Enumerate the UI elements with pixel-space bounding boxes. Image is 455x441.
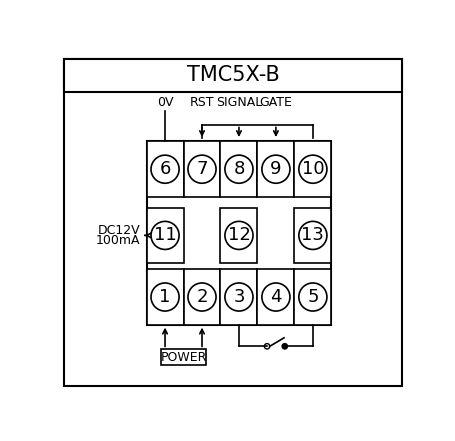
Circle shape (151, 283, 179, 311)
Bar (183, 142, 221, 197)
Bar (221, 269, 258, 325)
Bar (294, 269, 331, 325)
Bar (147, 269, 183, 325)
Text: RST: RST (190, 96, 214, 109)
Text: 3: 3 (233, 288, 245, 306)
Bar (147, 208, 183, 263)
Text: 2: 2 (196, 288, 208, 306)
Text: DC12V: DC12V (98, 224, 141, 236)
Bar (258, 269, 294, 325)
Circle shape (262, 283, 290, 311)
Circle shape (151, 155, 179, 183)
Circle shape (225, 221, 253, 250)
Circle shape (299, 155, 327, 183)
Bar (64, 59, 402, 92)
Bar (221, 208, 258, 263)
Text: 0V: 0V (157, 96, 173, 109)
Bar (147, 142, 331, 325)
Text: 7: 7 (196, 160, 208, 178)
Circle shape (299, 283, 327, 311)
Circle shape (151, 221, 179, 250)
Text: 100mA: 100mA (96, 234, 141, 247)
Bar (294, 142, 331, 197)
Bar (221, 142, 258, 197)
Text: 13: 13 (302, 226, 324, 244)
Text: 5: 5 (307, 288, 318, 306)
Bar (161, 349, 206, 365)
Text: GATE: GATE (259, 96, 293, 109)
Text: 8: 8 (233, 160, 245, 178)
Circle shape (299, 221, 327, 250)
Circle shape (262, 155, 290, 183)
Text: 10: 10 (302, 160, 324, 178)
Text: SIGNAL: SIGNAL (216, 96, 262, 109)
Text: 4: 4 (270, 288, 282, 306)
Text: TMC5X-B: TMC5X-B (187, 65, 279, 85)
Bar (258, 142, 294, 197)
Bar (183, 269, 221, 325)
Text: 1: 1 (159, 288, 171, 306)
Text: 12: 12 (228, 226, 250, 244)
Text: POWER: POWER (160, 351, 207, 363)
Circle shape (188, 155, 216, 183)
Circle shape (225, 155, 253, 183)
Bar (147, 142, 183, 197)
Circle shape (188, 283, 216, 311)
Bar (294, 208, 331, 263)
Circle shape (282, 344, 288, 349)
Text: 6: 6 (159, 160, 171, 178)
Text: 9: 9 (270, 160, 282, 178)
Text: 11: 11 (154, 226, 177, 244)
Circle shape (264, 344, 270, 349)
Circle shape (225, 283, 253, 311)
